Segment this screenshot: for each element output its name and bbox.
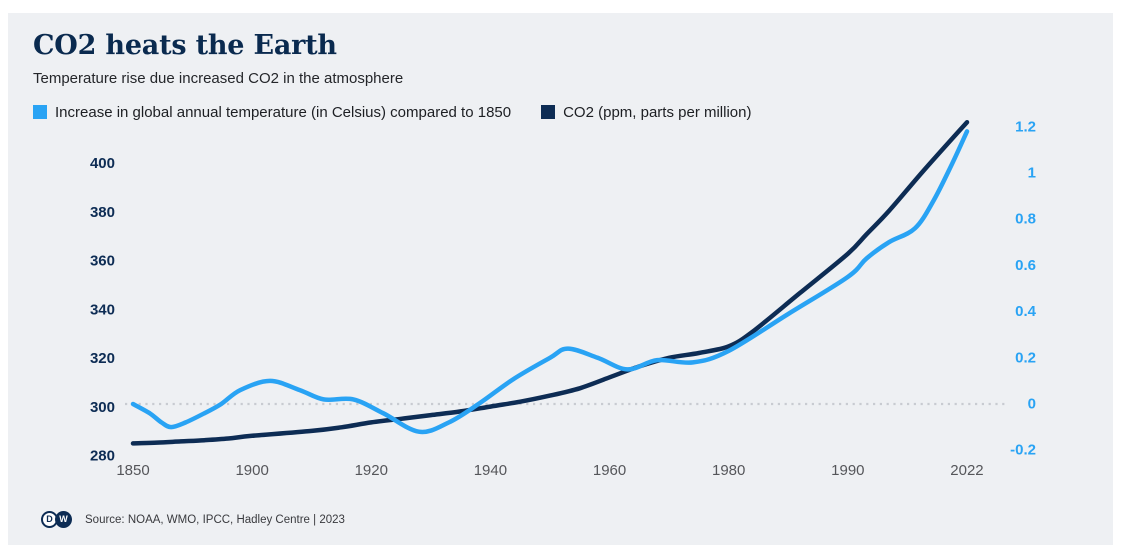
left-axis-tick-label: 380 — [90, 204, 115, 221]
right-axis-tick-label: 1.2 — [1015, 118, 1036, 135]
left-axis-tick-label: 300 — [90, 399, 115, 416]
dw-logo-letter-w: W — [55, 511, 72, 528]
co2-legend-swatch — [541, 105, 556, 120]
chart-subtitle: Temperature rise due increased CO2 in th… — [33, 70, 404, 88]
temperature-legend-label: Increase in global annual temperature (i… — [55, 103, 512, 121]
x-axis-tick-label: 1990 — [831, 462, 864, 479]
dw-logo: D W — [41, 511, 72, 528]
legend: Increase in global annual temperature (i… — [33, 104, 1113, 121]
source-text: Source: NOAA, WMO, IPCC, Hadley Centre |… — [85, 513, 345, 526]
left-axis-tick-label: 360 — [90, 253, 115, 270]
footer: D W Source: NOAA, WMO, IPCC, Hadley Cent… — [41, 511, 345, 528]
right-axis-tick-label: 0.8 — [1015, 211, 1036, 228]
x-axis-tick-label: 1960 — [593, 462, 626, 479]
x-axis-tick-label: 1900 — [235, 462, 268, 479]
right-axis-tick-label: 1 — [1028, 165, 1036, 182]
x-axis-tick-label: 2022 — [950, 462, 983, 479]
x-axis-tick-label: 1980 — [712, 462, 745, 479]
right-axis-tick-label: 0.4 — [1015, 303, 1037, 320]
left-axis-tick-label: 400 — [90, 155, 115, 172]
x-axis-tick-label: 1940 — [474, 462, 507, 479]
chart-card: 280 300 320 340 360 380 400 -0.2 0 0.2 0.4 0.6 0.8 1 1… — [8, 13, 1113, 545]
x-axis-tick-label: 1920 — [355, 462, 388, 479]
left-axis-tick-label: 340 — [90, 301, 115, 318]
x-axis-tick-label: 1850 — [116, 462, 149, 479]
right-axis-tick-label: -0.2 — [1010, 442, 1036, 459]
right-axis-tick-label: 0.6 — [1015, 257, 1036, 274]
co2-line — [130, 119, 970, 446]
left-axis-tick-label: 320 — [90, 350, 115, 367]
right-axis-tick-label: 0 — [1028, 396, 1036, 413]
legend-item-co2: CO2 (ppm, parts per million) — [541, 104, 751, 121]
left-axis-tick-label: 280 — [90, 448, 115, 465]
line-chart: 280 300 320 340 360 380 400 -0.2 0 0.2 0.4 0.6 0.8 1 1… — [90, 118, 1037, 479]
legend-item-temperature: Increase in global annual temperature (i… — [33, 104, 511, 121]
chart-title: CO2 heats the Earth — [33, 30, 337, 61]
right-axis-tick-label: 0.2 — [1015, 349, 1036, 366]
temperature-line — [130, 129, 970, 435]
co2-legend-label: CO2 (ppm, parts per million) — [563, 103, 752, 121]
temperature-legend-swatch — [33, 105, 47, 120]
